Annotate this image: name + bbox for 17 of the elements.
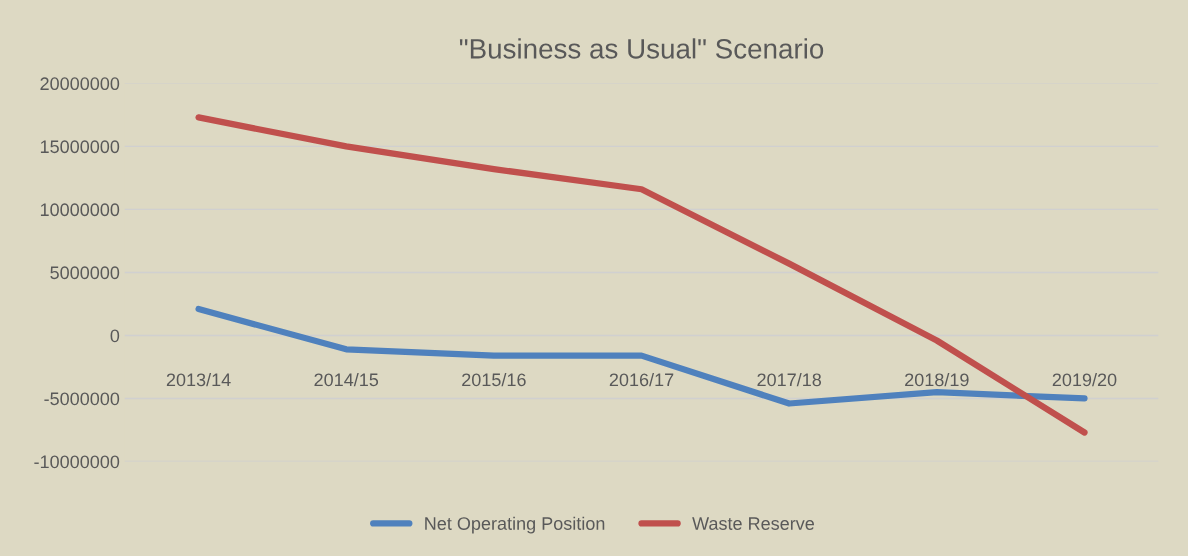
y-tick-label: -10000000 — [34, 455, 120, 469]
y-tick-label: 15000000 — [40, 140, 120, 154]
x-tick-label: 2017/18 — [757, 372, 822, 387]
legend-label: Waste Reserve — [692, 517, 815, 530]
y-tick-label: 5000000 — [50, 266, 120, 280]
y-tick-label: 20000000 — [40, 77, 120, 91]
legend-label: Net Operating Position — [425, 516, 605, 534]
x-tick-label: 2014/15 — [314, 372, 379, 387]
x-tick-label: 2013/14 — [166, 372, 231, 387]
x-tick-label: 2015/16 — [462, 372, 526, 387]
y-tick-label: 10000000 — [40, 203, 120, 217]
y-tick-label: -5000000 — [44, 392, 120, 406]
x-tick-label: 2018/19 — [905, 372, 969, 387]
y-tick-label: 0 — [110, 329, 120, 343]
x-tick-label: 2016/17 — [609, 372, 674, 387]
chart-title: "Business as Usual" Scenario — [459, 38, 824, 59]
x-tick-label: 2019/20 — [1052, 372, 1117, 387]
